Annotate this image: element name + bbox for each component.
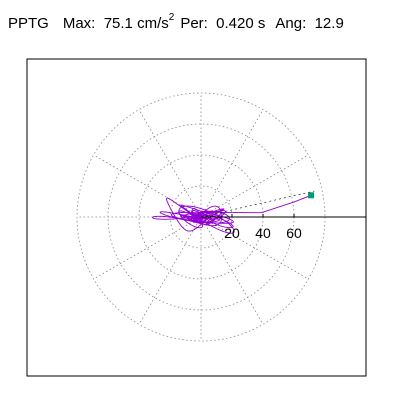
max-unit-exponent: 2 xyxy=(168,12,175,23)
ring-label: 60 xyxy=(286,225,302,241)
angle-value: 12.9 xyxy=(314,15,344,32)
period-label: Per: xyxy=(180,15,208,32)
grid-spoke xyxy=(93,216,202,280)
ring-label: 40 xyxy=(255,225,271,241)
grid-spoke xyxy=(200,216,309,280)
ring-label: 20 xyxy=(224,225,240,241)
max-unit: cm/s xyxy=(137,15,169,32)
period-value: 0.420 s xyxy=(216,15,266,32)
grid-spoke xyxy=(93,154,202,218)
reference-overlay: 20 40 60 xyxy=(200,190,366,241)
grid-spoke xyxy=(200,216,264,325)
max-label: Max: xyxy=(62,15,96,32)
grid-spoke xyxy=(138,109,202,218)
station-code: PPTG xyxy=(8,15,49,32)
grid-spoke xyxy=(200,154,309,218)
angle-label: Ang: xyxy=(275,15,307,32)
angle-line xyxy=(200,190,315,218)
orbit-line xyxy=(152,194,312,234)
grid-spoke xyxy=(200,109,264,218)
end-marker xyxy=(308,192,315,199)
max-value: 75.1 xyxy=(103,15,133,32)
grid-spoke xyxy=(138,216,202,325)
orbit-traces xyxy=(152,194,312,234)
title-bar: PPTG Max: 75.1 cm/s2 Per: 0.420 s Ang: 12.9 xyxy=(8,12,344,36)
